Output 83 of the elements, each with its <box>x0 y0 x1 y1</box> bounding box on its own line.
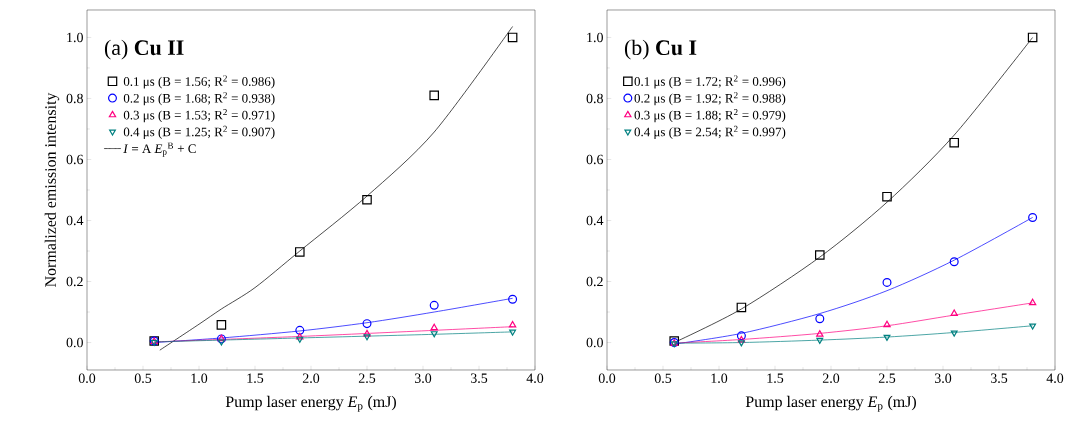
legend-label: 0.2 μs (B = 1.92; R$^{2}$ = 0.988) <box>634 92 786 106</box>
x-axis-title: Pump laser energy E$_{p}$ (mJ) <box>225 395 396 412</box>
x-tick-label: 3.5 <box>470 373 488 383</box>
point <box>882 277 892 287</box>
x-axis-title: Pump laser energy E$_{p}$ (mJ) <box>745 395 916 412</box>
point <box>737 335 746 343</box>
y-tick-label: 0.0 <box>66 337 83 348</box>
legend-label: 0.2 μs (B = 1.68; R$^{2}$ = 0.938) <box>123 92 275 106</box>
y-tick-label: 0.4 <box>586 215 604 226</box>
x-tick-label: 2.0 <box>302 373 320 383</box>
point <box>1028 212 1038 222</box>
point <box>883 334 891 341</box>
legend-label: 0.4 μs (B = 2.54; R$^{2}$ = 0.997) <box>634 125 786 139</box>
point <box>429 90 439 101</box>
point <box>950 309 958 316</box>
point <box>508 294 518 304</box>
x-tick-label: 3.0 <box>414 373 432 383</box>
text: (a) Cu II <box>104 39 184 60</box>
y-tick-label: 0.2 <box>66 276 83 287</box>
point <box>1029 323 1037 330</box>
x-tick-label: 1.5 <box>247 373 264 383</box>
x-tick-label: 0.0 <box>598 373 616 383</box>
point <box>216 320 227 330</box>
point <box>429 300 439 310</box>
legend-label: 0.1 μs (B = 1.56; R$^{2}$ = 0.986) <box>123 75 275 89</box>
line-series <box>673 217 1033 345</box>
x-tick-label: 3.5 <box>990 373 1008 383</box>
point <box>949 137 960 148</box>
x-tick-label: 1.5 <box>767 373 784 383</box>
point <box>509 329 517 336</box>
point <box>296 336 304 343</box>
y-tick-label: 0.6 <box>586 154 604 165</box>
point <box>816 337 824 344</box>
x-tick-label: 1.0 <box>711 373 728 383</box>
point <box>362 194 372 205</box>
point <box>736 331 746 341</box>
point <box>950 330 958 337</box>
text: (b) Cu I <box>624 39 697 60</box>
point <box>362 319 372 329</box>
legend-label: 0.1 μs (B = 1.72; R$^{2}$ = 0.996) <box>634 75 786 89</box>
y-tick-label: 0.8 <box>66 93 83 104</box>
x-tick-label: 3.0 <box>934 373 952 383</box>
point <box>507 32 518 43</box>
x-tick-label: 2.5 <box>358 373 376 383</box>
point <box>295 247 305 257</box>
x-tick-label: 0.5 <box>134 373 152 383</box>
x-tick-label: 4.0 <box>526 373 544 383</box>
point <box>816 330 824 337</box>
point <box>430 331 438 338</box>
point <box>295 325 305 335</box>
point <box>882 191 892 202</box>
x-tick-label: 0.5 <box>654 373 672 383</box>
legend-label: 0.4 μs (B = 1.25; R$^{2}$ = 0.907) <box>123 125 275 139</box>
x-tick-label: 4.0 <box>1046 373 1064 383</box>
point <box>430 323 438 331</box>
y-tick-label: 0.4 <box>66 215 84 226</box>
point <box>883 320 891 328</box>
point <box>737 340 745 347</box>
point <box>815 314 825 324</box>
y-axis-title: Normalized emission intensity <box>44 92 60 287</box>
legend-label: 0.3 μs (B = 1.53; R$^{2}$ = 0.971) <box>123 109 275 123</box>
y-tick-label: 0.0 <box>586 337 603 348</box>
point <box>217 339 225 346</box>
y-tick-label: 0.8 <box>586 93 603 104</box>
legend-label: I = A E$_{p}$$^{B}$ + C <box>123 142 196 157</box>
legend-label: 0.3 μs (B = 1.88; R$^{2}$ = 0.979) <box>634 109 786 123</box>
point <box>363 329 371 337</box>
x-tick-label: 1.0 <box>191 373 208 383</box>
x-tick-label: 0.0 <box>78 373 96 383</box>
y-tick-label: 1.0 <box>587 32 603 43</box>
point <box>815 250 825 260</box>
y-tick-label: 0.2 <box>586 276 603 287</box>
y-tick-label: 0.6 <box>66 154 84 165</box>
point <box>1027 32 1038 43</box>
x-tick-label: 2.0 <box>822 373 840 383</box>
point <box>949 257 959 267</box>
point <box>736 302 747 313</box>
point <box>363 334 371 341</box>
point <box>1028 298 1037 306</box>
point <box>508 320 517 328</box>
y-tick-label: 1.0 <box>67 32 83 43</box>
point <box>296 332 304 340</box>
x-tick-label: 2.5 <box>878 373 896 383</box>
